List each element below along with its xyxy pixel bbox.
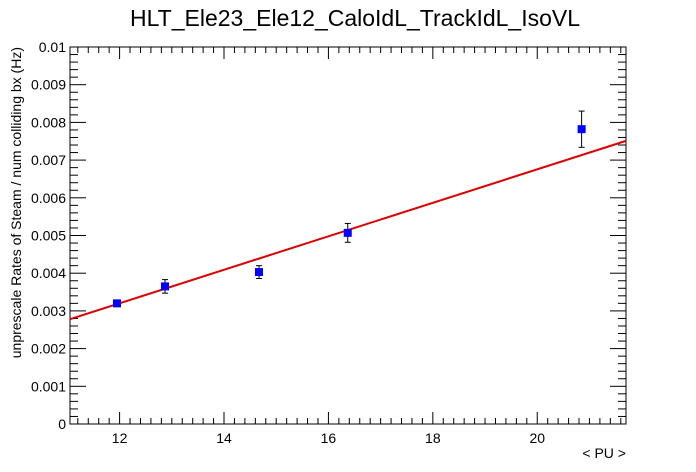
data-points (112, 110, 586, 308)
y-tick-label: 0.008 (31, 114, 66, 130)
data-point (112, 299, 121, 308)
y-axis: 0 0.001 0.002 0.003 0.004 0.005 0.006 0.007 0.00… (31, 39, 626, 432)
x-tick-label: 14 (216, 430, 232, 446)
y-tick-label: 0.009 (31, 77, 66, 93)
y-tick-label: 0.002 (31, 341, 66, 357)
data-point (577, 125, 586, 134)
data-point (161, 282, 170, 291)
x-tick-label: 18 (425, 430, 441, 446)
x-tick-label: 16 (321, 430, 337, 446)
y-axis-label: unprescale Rates of Steam / num collidin… (8, 47, 24, 358)
y-tick-label: 0.005 (31, 228, 66, 244)
x-axis-label: < PU > (582, 445, 626, 461)
y-tick-label: 0.01 (39, 39, 66, 55)
y-tick-label: 0.001 (31, 378, 66, 394)
data-point (343, 228, 352, 237)
data-point (254, 268, 263, 277)
y-tick-label: 0.003 (31, 303, 66, 319)
y-tick-label: 0.004 (31, 265, 66, 281)
x-tick-label: 12 (112, 430, 128, 446)
x-axis: 12 14 16 18 20 (77, 47, 622, 446)
x-tick-label: 20 (529, 430, 545, 446)
y-tick-label: 0.006 (31, 190, 66, 206)
y-tick-label: 0.007 (31, 152, 66, 168)
chart-title: HLT_Ele23_Ele12_CaloIdL_TrackIdL_IsoVL (130, 5, 580, 31)
y-tick-label: 0 (58, 416, 66, 432)
